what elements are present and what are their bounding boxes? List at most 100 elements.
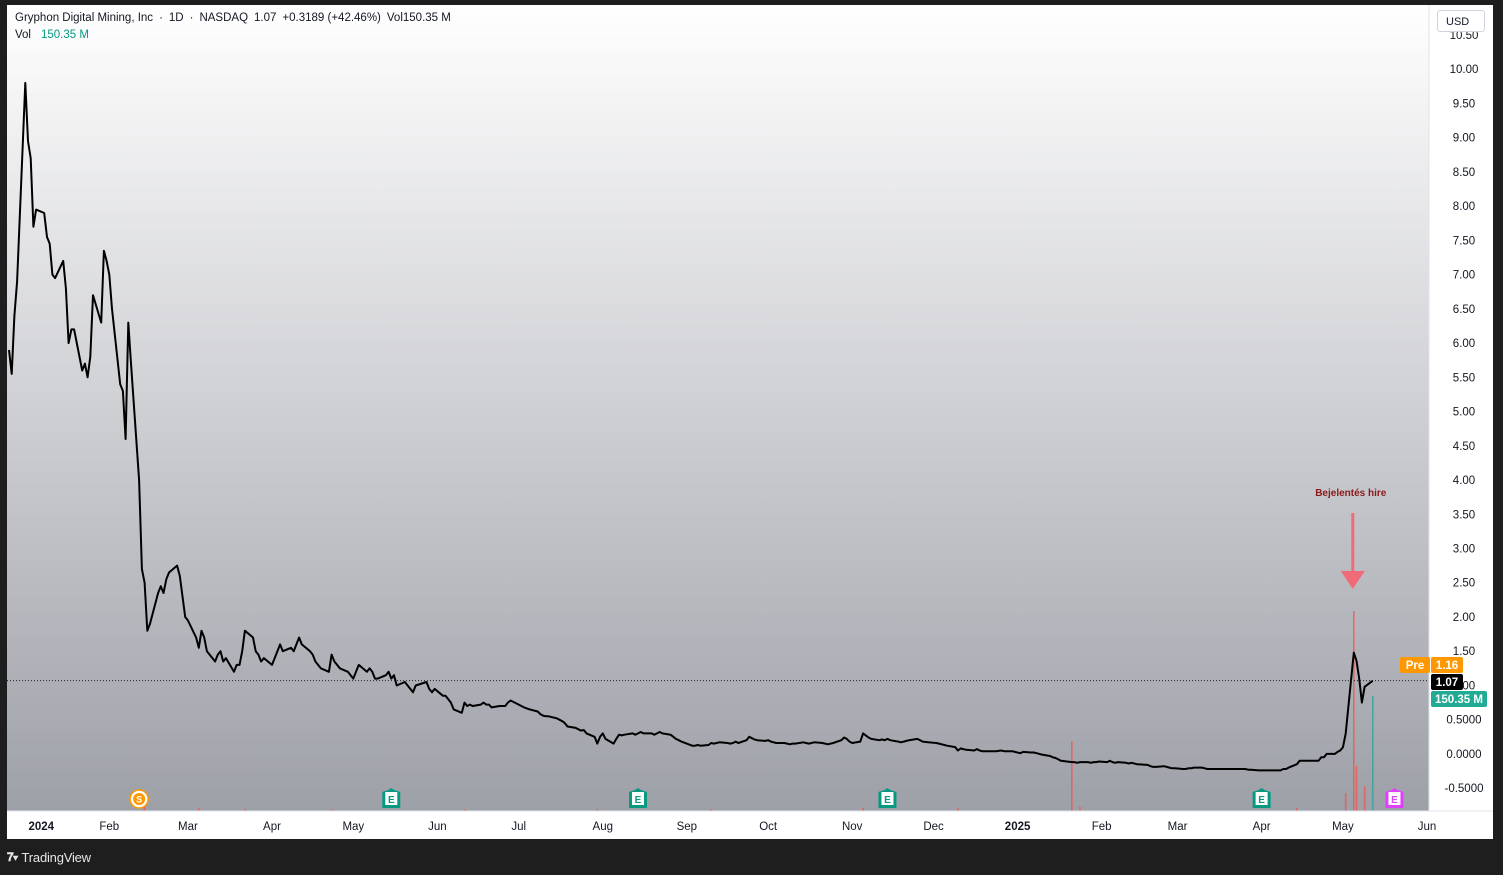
x-tick-label: May	[1332, 821, 1354, 833]
chart-canvas[interactable]: Bejelentés hire S E E E E E 10.50 10.00 9.50 9.0…	[7, 5, 1493, 839]
x-tick-label: Apr	[263, 821, 281, 833]
earnings-event-marker[interactable]: E	[629, 788, 648, 808]
volume-legend: Vol 150.35 M	[15, 29, 95, 41]
pre-label-badge: Pre	[1406, 660, 1425, 672]
y-tick-label: 9.50	[1453, 98, 1475, 110]
earnings-event-marker[interactable]: E	[1385, 788, 1404, 808]
earnings-event-marker[interactable]: E	[1252, 788, 1271, 808]
pre-price-badge: 1.16	[1436, 660, 1458, 672]
y-tick-label: 8.00	[1453, 201, 1475, 213]
x-tick-label: Mar	[178, 821, 198, 833]
y-tick-label: 4.00	[1453, 475, 1475, 487]
volume-bar	[1352, 611, 1355, 811]
pre-price-badge-bg	[1431, 657, 1463, 673]
y-tick-label: 2.50	[1453, 578, 1475, 590]
y-tick-label: 0.0000	[1446, 749, 1481, 761]
y-tick-label: 6.00	[1453, 338, 1475, 350]
price-axis[interactable]: 10.50 10.00 9.50 9.00 8.50 8.00 7.50 7.00 6.50 6.…	[1428, 5, 1493, 811]
y-tick-label: 3.00	[1453, 544, 1475, 556]
volume-badge-bg	[1431, 691, 1487, 707]
earnings-icon-inner	[1388, 792, 1401, 805]
annotation-text: Bejelentés hire	[1315, 488, 1387, 499]
x-tick-label: Sep	[677, 821, 697, 833]
volume-inline: Vol150.35 M	[386, 12, 451, 24]
time-axis[interactable]: 2024 Feb Mar Apr May Jun Jul Aug Sep Oct Nov Dec 202…	[7, 810, 1493, 839]
volume-bar	[330, 809, 333, 811]
chart-frame: Bejelentés hire S E E E E E 10.50 10.00 9.50 9.0…	[7, 5, 1493, 839]
y-tick-label: -0.5000	[1444, 783, 1483, 795]
y-tick-label: 10.00	[1450, 64, 1479, 76]
y-tick-label: 3.50	[1453, 509, 1475, 521]
split-event-marker[interactable]: S	[129, 789, 149, 809]
earnings-event-marker[interactable]: E	[382, 788, 401, 808]
earnings-icon-inner	[1255, 792, 1268, 805]
volume-bar	[1363, 786, 1366, 811]
earnings-icon-letter: E	[1258, 795, 1265, 806]
annotation-arrowhead	[1340, 571, 1365, 589]
y-tick-label: 0.5000	[1446, 715, 1481, 727]
volume-bar	[1079, 807, 1081, 811]
time-axis-background	[7, 811, 1493, 839]
annotation-group: Bejelentés hire	[1315, 488, 1387, 589]
volume-bar	[463, 809, 466, 811]
volume-bar	[1371, 696, 1374, 811]
x-tick-label: 2024	[28, 821, 54, 833]
x-tick-label: Mar	[1168, 821, 1188, 833]
earnings-event-marker[interactable]: E	[878, 788, 897, 808]
earnings-icon-inner	[632, 792, 645, 805]
y-tick-label: 8.50	[1453, 167, 1475, 179]
price-line	[8, 81, 1374, 772]
interval[interactable]: 1D	[168, 12, 184, 24]
earnings-icon-inner	[881, 792, 894, 805]
footer-bar: 𝟕▾ TradingView	[0, 839, 1503, 875]
x-tick-label: Oct	[759, 821, 778, 833]
earnings-icon-letter: E	[884, 795, 891, 806]
price-badges: 1.16 Pre 1.07 150.35 M	[1400, 657, 1487, 707]
volume-bar	[862, 808, 864, 811]
y-tick-label: 10.50	[1450, 30, 1479, 42]
x-tick-label: Apr	[1253, 821, 1271, 833]
y-tick-label: 5.50	[1453, 372, 1475, 384]
earnings-icon-inner	[385, 792, 398, 805]
tradingview-logo[interactable]: 𝟕▾ TradingView	[7, 850, 91, 865]
volume-bars	[143, 611, 1374, 811]
volume-badge: 150.35 M	[1435, 694, 1483, 706]
currency-button[interactable]: USD	[1437, 10, 1485, 32]
x-tick-label: Feb	[99, 821, 119, 833]
volume-label[interactable]: Vol	[15, 29, 31, 41]
volume-bar	[197, 808, 200, 811]
split-icon-letter: S	[136, 795, 142, 805]
last-price-badge-bg	[1431, 674, 1463, 690]
volume-bar	[957, 808, 959, 811]
y-tick-label: 7.00	[1453, 270, 1475, 282]
brand-name: TradingView	[21, 850, 92, 865]
earnings-icon-letter: E	[388, 795, 395, 806]
y-tick-label: 7.50	[1453, 235, 1475, 247]
last-price: 1.07	[254, 12, 277, 24]
volume-bar	[143, 807, 146, 811]
x-tick-label: Nov	[842, 821, 863, 833]
y-tick-label: 2.00	[1453, 612, 1475, 624]
pre-label-badge-bg	[1400, 657, 1430, 673]
earnings-icon-letter: E	[635, 795, 642, 806]
x-tick-label: Feb	[1092, 821, 1112, 833]
volume-bar	[1344, 793, 1347, 811]
volume-bar	[1071, 741, 1073, 811]
split-icon	[133, 793, 146, 805]
symbol-header: Gryphon Digital Mining, Inc · 1D · NASDAQ 1.0…	[15, 12, 451, 24]
plot-background	[7, 5, 1429, 811]
y-tick-label: 6.50	[1453, 304, 1475, 316]
volume-value: 150.35 M	[41, 29, 89, 41]
symbol-name[interactable]: Gryphon Digital Mining, Inc	[15, 12, 154, 24]
price-line-group	[8, 81, 1374, 772]
x-tick-label: Jul	[511, 821, 526, 833]
volume-bar	[596, 809, 599, 811]
volume-bar	[244, 809, 246, 811]
volume-bar	[1355, 766, 1358, 811]
last-price-badge: 1.07	[1436, 677, 1458, 689]
x-tick-label: Jun	[428, 821, 447, 833]
x-tick-label: Jun	[1418, 821, 1437, 833]
y-tick-label: 1.50	[1453, 646, 1475, 658]
tradingview-logo-icon: 𝟕▾	[7, 850, 18, 864]
